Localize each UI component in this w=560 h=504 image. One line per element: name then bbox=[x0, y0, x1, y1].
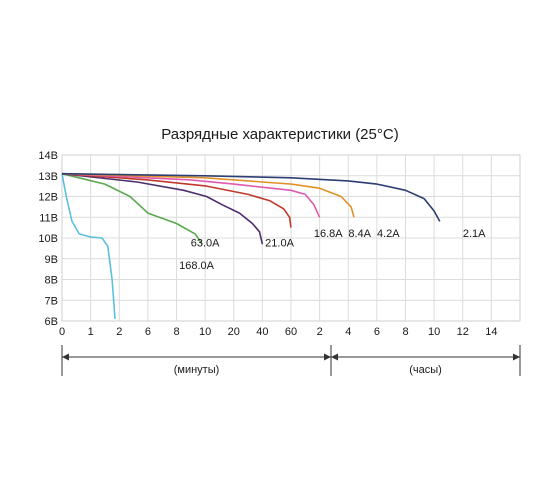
y-tick-label: 9В bbox=[45, 254, 58, 266]
x-tick-label: 0 bbox=[59, 326, 65, 338]
y-tick-label: 7В bbox=[45, 295, 58, 307]
x-tick-label: 40 bbox=[256, 326, 268, 338]
series-line bbox=[61, 172, 441, 222]
x-tick-label: 2 bbox=[116, 326, 122, 338]
range-label: (часы) bbox=[409, 364, 442, 376]
y-tick-label: 11В bbox=[39, 212, 58, 224]
x-tick-label: 2 bbox=[317, 326, 323, 338]
x-tick-label: 10 bbox=[428, 326, 440, 338]
chart-title: Разрядные характеристики (25°C) bbox=[161, 126, 398, 143]
x-tick-label: 20 bbox=[228, 326, 240, 338]
series-line bbox=[61, 173, 116, 319]
series-label: 8.4A bbox=[348, 228, 371, 240]
axis-ranges: (минуты) (часы) bbox=[61, 345, 521, 376]
y-tick-label: 14В bbox=[38, 150, 58, 162]
x-tick-label: 6 bbox=[374, 326, 380, 338]
series-line bbox=[61, 172, 203, 245]
x-tick-label: 10 bbox=[199, 326, 211, 338]
y-tick-label: 6В bbox=[45, 316, 58, 328]
x-tick-label: 8 bbox=[402, 326, 408, 338]
series-label: 2.1A bbox=[463, 228, 486, 240]
x-tick-label: 60 bbox=[285, 326, 297, 338]
series-line bbox=[61, 172, 321, 218]
y-tick-label: 12В bbox=[38, 192, 58, 204]
series-label: 21.0A bbox=[265, 237, 294, 249]
x-tick-label: 6 bbox=[145, 326, 151, 338]
series-lines bbox=[61, 172, 441, 319]
x-axis-ticks: 0 1 2 6 8 10 20 40 60 2 4 6 8 10 12 14 bbox=[59, 326, 498, 338]
y-tick-label: 8В bbox=[45, 275, 58, 287]
x-tick-label: 1 bbox=[88, 326, 94, 338]
series-line bbox=[61, 172, 292, 228]
y-tick-label: 10В bbox=[38, 233, 58, 245]
series-label: 16.8A bbox=[314, 228, 343, 240]
series-line bbox=[61, 172, 264, 245]
x-tick-label: 8 bbox=[173, 326, 179, 338]
y-tick-label: 13В bbox=[38, 171, 58, 183]
x-tick-label: 14 bbox=[485, 326, 497, 338]
range-arrow-head bbox=[324, 353, 331, 361]
range-arrow-head bbox=[62, 353, 69, 361]
range-label: (минуты) bbox=[174, 364, 220, 376]
series-labels: 168.0A 63.0A 21.0A 16.8A 8.4A 4.2A 2.1A bbox=[179, 228, 486, 272]
y-axis-ticks: 6В 7В 8В 9В 10В 11В 12В 13В 14В bbox=[38, 150, 58, 328]
series-line bbox=[61, 172, 355, 218]
range-arrow-head bbox=[513, 353, 520, 361]
x-tick-label: 12 bbox=[457, 326, 469, 338]
series-label: 168.0A bbox=[179, 260, 215, 272]
range-arrow-head bbox=[331, 353, 338, 361]
series-label: 63.0A bbox=[191, 237, 220, 249]
series-label: 4.2A bbox=[377, 228, 400, 240]
x-tick-label: 4 bbox=[345, 326, 351, 338]
